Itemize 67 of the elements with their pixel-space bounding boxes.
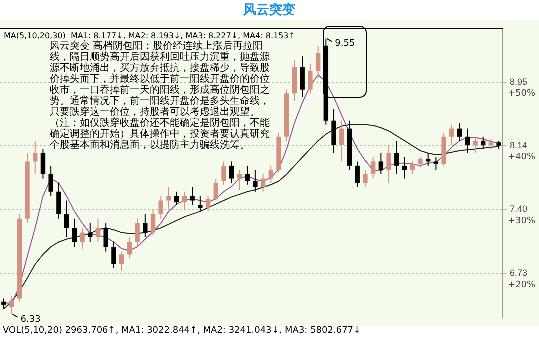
- candlestick: [127, 236, 132, 260]
- candlestick: [488, 138, 494, 150]
- candlestick: [135, 218, 140, 248]
- candlestick: [104, 222, 108, 252]
- candlestick: [316, 45, 321, 80]
- candlestick: [48, 165, 54, 197]
- candlestick: [9, 296, 14, 315]
- candlestick: [394, 140, 400, 175]
- y-tick-label: 7.40: [510, 204, 528, 214]
- text: 风云突变 高档阴包阳：股价经连续上涨后再拉阳线，隔日顺势高开后因获利回吐压力沉重，抛盘源源不断地涌出，买方放弃抵抗，接盘稀少，导致股价掉头而下，并最终以低于前一阳线开盘价的价位收市，一口吞掉前一天的阳线，形成高位阴包阳之势。通常情况下，前一阳线开盘价是多头生命线，只要跌穿这一价位，持股者可以考虑退出观望。（注：如仅跌穿收盘价还不能确定是阴包阳，不能确定调整的开始）具体操作中，投资者要认真研究个股基本面和消息面，以提防主力骗线洗筹。: [50, 41, 270, 151]
- candlestick: [386, 144, 392, 184]
- candlestick: [182, 191, 188, 210]
- candlestick: [473, 136, 478, 154]
- candlestick: [245, 165, 250, 186]
- candlestick: [80, 228, 85, 250]
- candlestick: [378, 152, 384, 175]
- candlestick: [457, 122, 462, 142]
- candlestick: [229, 161, 234, 184]
- candlestick: [214, 178, 218, 202]
- candlestick: [158, 196, 164, 220]
- y2-tick-label: +20%: [508, 280, 536, 290]
- text: VOL(5,10,20) 2963.706↑, MA1: 3022.844↑, MA2: 3241.043↓, MA3: 5802.677↓: [3, 326, 362, 336]
- candlestick: [119, 251, 124, 272]
- candlestick: [340, 120, 344, 162]
- candlestick: [480, 136, 486, 150]
- chart-title: 风云突变: [242, 2, 296, 19]
- candlestick: [40, 148, 46, 180]
- candlestick: [465, 128, 470, 154]
- candlestick: [308, 63, 313, 94]
- candlestick: [363, 170, 368, 188]
- y-tick-label: 8.95: [510, 76, 528, 87]
- candlestick: [190, 186, 195, 206]
- candlestick: [253, 170, 258, 192]
- candlestick: [268, 165, 274, 184]
- candlestick: [198, 196, 203, 212]
- candlestick: [300, 56, 305, 98]
- candlestick: [150, 209, 156, 236]
- candlestick: [418, 157, 423, 168]
- candlestick: [260, 174, 266, 192]
- candlestick: [370, 157, 376, 180]
- annotation: MA(5,10,20,30) MA1: 8.177↓, MA2: 8.193↓, MA3: 8.227↓, MA4: 8.153↑: [4, 31, 296, 40]
- candlestick: [112, 242, 116, 269]
- candlestick: [64, 200, 70, 238]
- candlestick: [237, 170, 242, 191]
- candlestick: [355, 161, 360, 188]
- y-tick-label: 6.73: [510, 268, 528, 278]
- candlestick: [402, 157, 408, 180]
- candlestick: [426, 152, 431, 166]
- y2-tick-label: +40%: [508, 152, 536, 163]
- y2-tick-label: +50%: [508, 88, 536, 99]
- candlestick: [206, 196, 211, 212]
- candlestick: [72, 218, 78, 248]
- candlestick: [96, 218, 101, 243]
- candlestick: [143, 214, 148, 238]
- candlestick: [450, 124, 454, 146]
- annotation: 9.55: [335, 39, 356, 50]
- annotation: 6.33: [20, 314, 41, 325]
- y2-tick-label: +30%: [508, 216, 536, 227]
- candlestick: [2, 298, 6, 310]
- candlestick: [174, 191, 180, 206]
- candlestick: [166, 186, 172, 210]
- candlestick: [222, 161, 226, 186]
- candlestick: [56, 182, 62, 220]
- y-tick-label: 8.14: [510, 140, 528, 150]
- candlestick: [33, 140, 38, 175]
- candlestick: [434, 157, 439, 171]
- candlestick: [88, 222, 93, 243]
